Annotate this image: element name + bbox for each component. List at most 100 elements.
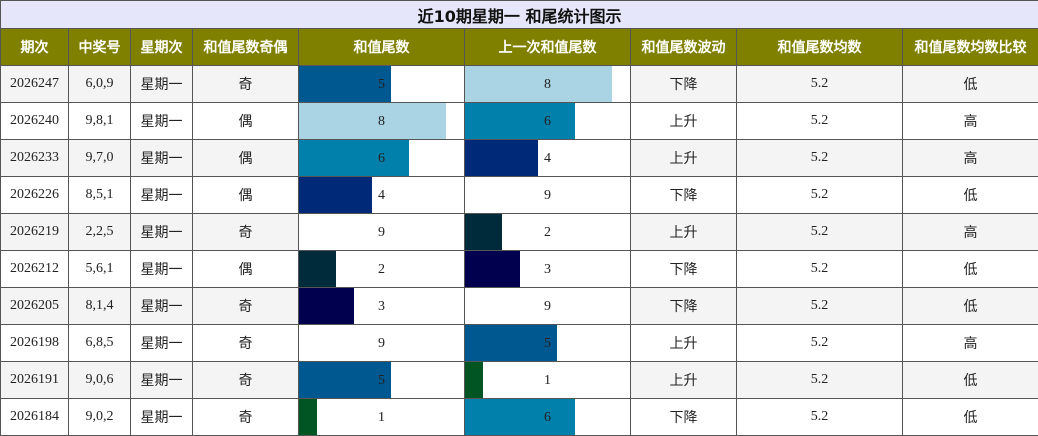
tail-cell-value: 8 (378, 113, 385, 129)
trend-cell: 下降 (630, 176, 737, 214)
weekday-cell: 星期一 (130, 398, 193, 436)
parity-cell: 偶 (192, 102, 299, 140)
numbers-cell: 2,2,5 (68, 213, 131, 251)
prev-tail-cell-value: 6 (544, 409, 551, 425)
tail-cell: 5 (298, 65, 465, 103)
numbers-cell: 5,6,1 (68, 250, 131, 288)
table-row: 2026240 9,8,1 星期一偶 8 6 上升 5.2 高 (0, 102, 1038, 140)
numbers-cell: 9,0,6 (68, 361, 131, 399)
prev-tail-cell: 4 (464, 139, 631, 177)
prev-tail-cell-value: 3 (544, 261, 551, 277)
parity-cell: 偶 (192, 250, 299, 288)
avg-cell: 5.2 (736, 324, 903, 362)
prev-tail-cell: 1 (464, 361, 631, 399)
table-row: 2026226 8,5,1 星期一偶 4 9 下降 5.2 低 (0, 176, 1038, 214)
parity-cell: 奇 (192, 287, 299, 325)
weekday-cell: 星期一 (130, 361, 193, 399)
compare-cell: 低 (901, 176, 1038, 214)
numbers-cell: 9,7,0 (68, 139, 131, 177)
prev-tail-cell-bar (465, 140, 539, 176)
issue-cell: 2026233 (0, 139, 69, 177)
parity-cell: 奇 (192, 324, 299, 362)
parity-cell: 奇 (192, 213, 299, 251)
tail-cell-bar (299, 177, 373, 213)
avg-cell: 5.2 (736, 102, 903, 140)
numbers-cell: 6,0,9 (68, 65, 131, 103)
numbers-cell: 9,8,1 (68, 102, 131, 140)
numbers-cell: 8,5,1 (68, 176, 131, 214)
issue-cell: 2026219 (0, 213, 69, 251)
tail-cell-bar (299, 103, 446, 139)
prev-tail-cell-bar (465, 325, 557, 361)
prev-tail-cell-bar (465, 399, 575, 435)
tail-cell-value: 4 (378, 187, 385, 203)
avg-cell: 5.2 (736, 176, 903, 214)
table-row: 2026247 6,0,9 星期一奇 5 8 下降 5.2 低 (0, 65, 1038, 103)
trend-cell: 上升 (630, 213, 737, 251)
table-row: 2026191 9,0,6 星期一奇 5 1 上升 5.2 低 (0, 361, 1038, 399)
tail-cell-bar (299, 66, 391, 102)
header-row: 期次 中奖号 星期次 和值尾数奇偶 和值尾数 上一次和值尾数 和值尾数波动 和值尾数均数 和值尾… (0, 28, 1038, 66)
prev-tail-cell-value: 2 (544, 224, 551, 240)
tail-cell: 8 (298, 102, 465, 140)
prev-tail-cell: 6 (464, 398, 631, 436)
header-parity: 和值尾数奇偶 (192, 28, 299, 66)
tail-cell: 4 (298, 176, 465, 214)
trend-cell: 上升 (630, 324, 737, 362)
avg-cell: 5.2 (736, 139, 903, 177)
weekday-cell: 星期一 (130, 250, 193, 288)
trend-cell: 上升 (630, 361, 737, 399)
weekday-cell: 星期一 (130, 287, 193, 325)
trend-cell: 上升 (630, 102, 737, 140)
avg-cell: 5.2 (736, 361, 903, 399)
prev-tail-cell-value: 8 (544, 76, 551, 92)
issue-cell: 2026191 (0, 361, 69, 399)
tail-cell: 1 (298, 398, 465, 436)
header-issue: 期次 (0, 28, 69, 66)
prev-tail-cell-bar (465, 103, 575, 139)
prev-tail-cell-value: 6 (544, 113, 551, 129)
tail-cell: 5 (298, 361, 465, 399)
tail-cell-bar (299, 399, 318, 435)
table-row: 2026205 8,1,4 星期一奇 3 9 下降 5.2 低 (0, 287, 1038, 325)
avg-cell: 5.2 (736, 398, 903, 436)
trend-cell: 下降 (630, 65, 737, 103)
tail-cell: 3 (298, 287, 465, 325)
header-weekday: 星期次 (130, 28, 193, 66)
compare-cell: 低 (901, 287, 1038, 325)
avg-cell: 5.2 (736, 250, 903, 288)
table-title: 近10期星期一 和尾统计图示 (0, 0, 1038, 29)
header-prev-tail: 上一次和值尾数 (464, 28, 631, 66)
trend-cell: 下降 (630, 250, 737, 288)
weekday-cell: 星期一 (130, 213, 193, 251)
prev-tail-cell-value: 4 (544, 150, 551, 166)
prev-tail-cell: 5 (464, 324, 631, 362)
trend-cell: 上升 (630, 139, 737, 177)
header-tail: 和值尾数 (298, 28, 465, 66)
tail-cell-value: 5 (378, 372, 385, 388)
prev-tail-cell-value: 9 (544, 298, 551, 314)
tail-cell-bar (299, 362, 391, 398)
tail-cell-bar (299, 140, 409, 176)
tail-cell: 9 (298, 324, 465, 362)
prev-tail-cell-bar (465, 362, 484, 398)
prev-tail-cell: 8 (464, 65, 631, 103)
table-row: 2026219 2,2,5 星期一奇 9 2 上升 5.2 高 (0, 213, 1038, 251)
issue-cell: 2026226 (0, 176, 69, 214)
numbers-cell: 9,0,2 (68, 398, 131, 436)
compare-cell: 低 (901, 65, 1038, 103)
header-trend: 和值尾数波动 (630, 28, 737, 66)
tail-cell-value: 9 (378, 224, 385, 240)
numbers-cell: 6,8,5 (68, 324, 131, 362)
weekday-cell: 星期一 (130, 176, 193, 214)
prev-tail-cell-value: 1 (544, 372, 551, 388)
compare-cell: 低 (901, 398, 1038, 436)
tail-cell-value: 9 (378, 335, 385, 351)
tail-cell-value: 1 (378, 409, 385, 425)
table-row: 2026184 9,0,2 星期一奇 1 6 下降 5.2 低 (0, 398, 1038, 436)
avg-cell: 5.2 (736, 65, 903, 103)
tail-cell-bar (299, 251, 336, 287)
table-row: 2026198 6,8,5 星期一奇 9 5 上升 5.2 高 (0, 324, 1038, 362)
parity-cell: 偶 (192, 176, 299, 214)
